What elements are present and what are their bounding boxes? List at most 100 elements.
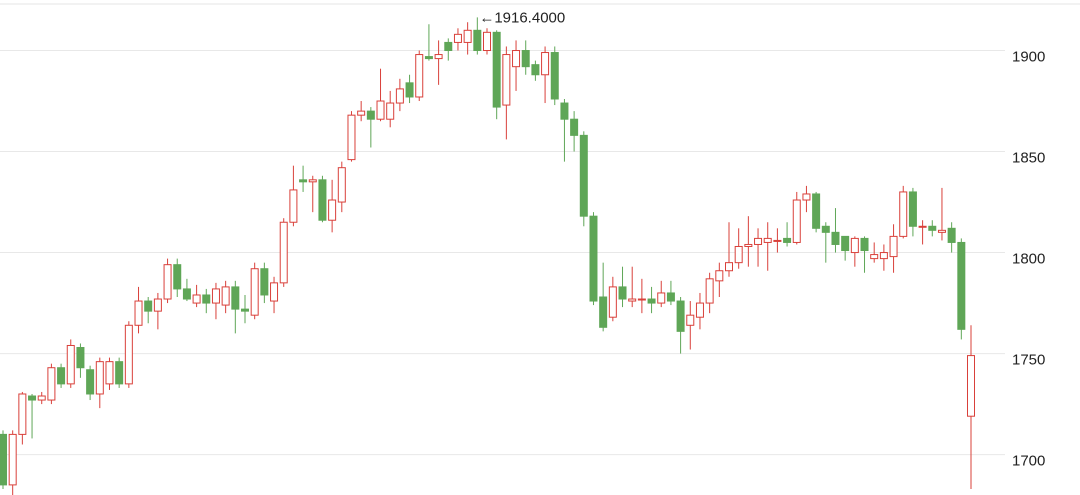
candle-body bbox=[270, 282, 279, 302]
candle-body bbox=[95, 361, 104, 395]
candle-body bbox=[773, 239, 782, 242]
candle-body bbox=[531, 64, 540, 76]
candle-body bbox=[744, 243, 753, 247]
candle-body bbox=[299, 179, 308, 183]
candle-body bbox=[686, 314, 695, 326]
candle-body bbox=[395, 88, 404, 104]
candle-body bbox=[647, 298, 656, 304]
candle-body bbox=[483, 31, 491, 52]
candle-body bbox=[115, 361, 124, 385]
candle-body bbox=[521, 50, 530, 68]
candle-body bbox=[918, 225, 927, 228]
candle-body bbox=[792, 199, 801, 243]
candle-body bbox=[512, 50, 521, 68]
candle-body bbox=[347, 114, 356, 161]
candle-body bbox=[618, 286, 627, 300]
candle-body bbox=[937, 229, 946, 233]
candle-body bbox=[444, 41, 453, 52]
candle-body bbox=[957, 241, 966, 330]
candle-body bbox=[386, 102, 395, 120]
candle-body bbox=[570, 118, 579, 136]
candle-body bbox=[637, 298, 646, 301]
candle-body bbox=[676, 300, 685, 332]
candle-body bbox=[18, 393, 27, 435]
candle-body bbox=[105, 361, 114, 385]
candle-body bbox=[831, 231, 840, 245]
candle-body bbox=[725, 262, 733, 272]
candle-body bbox=[124, 324, 133, 385]
candle-body bbox=[357, 110, 366, 116]
candle-body bbox=[589, 215, 598, 302]
candle-body bbox=[424, 56, 433, 60]
candle-body bbox=[492, 31, 501, 108]
candle-body bbox=[0, 433, 7, 486]
candle-body bbox=[754, 237, 763, 245]
candle-body bbox=[879, 252, 888, 260]
candle-body bbox=[405, 82, 414, 98]
y-tick-label: 1900 bbox=[1012, 48, 1045, 65]
candle-body bbox=[434, 54, 443, 60]
candle-body bbox=[328, 199, 337, 221]
candle-body bbox=[134, 300, 143, 326]
candle-body bbox=[541, 52, 550, 76]
high-annotation: ←1916.4000 bbox=[479, 9, 565, 26]
candle-body bbox=[211, 288, 220, 304]
candle-body bbox=[812, 193, 821, 229]
candle-body bbox=[153, 298, 162, 312]
candle-body bbox=[173, 264, 182, 290]
candle-body bbox=[850, 237, 859, 254]
candle-body bbox=[308, 179, 317, 183]
candle-body bbox=[202, 294, 211, 304]
candle-body bbox=[899, 191, 908, 237]
candle-body bbox=[608, 286, 617, 318]
candle-body bbox=[473, 29, 482, 52]
candle-body bbox=[860, 237, 869, 252]
candle-body bbox=[318, 179, 327, 221]
candle-body bbox=[763, 237, 772, 243]
candle-body bbox=[715, 270, 724, 282]
candle-body bbox=[947, 227, 956, 243]
candle-body bbox=[560, 102, 569, 120]
candle-body bbox=[241, 308, 249, 312]
candle-body bbox=[821, 225, 830, 233]
candle-body bbox=[734, 245, 743, 264]
y-tick-label: 1700 bbox=[1012, 453, 1045, 470]
candle-body bbox=[453, 33, 462, 43]
candle-body bbox=[182, 288, 191, 300]
y-tick-label: 1800 bbox=[1012, 251, 1045, 268]
candle-body bbox=[144, 300, 153, 312]
candle-body bbox=[695, 302, 704, 318]
candle-body bbox=[366, 110, 375, 120]
candle-body bbox=[250, 268, 259, 316]
candle-body bbox=[802, 193, 811, 201]
candle-body bbox=[415, 54, 424, 98]
candle-body bbox=[221, 286, 230, 306]
candle-body bbox=[928, 225, 937, 231]
candle-body bbox=[337, 167, 346, 203]
candle-body bbox=[76, 347, 85, 369]
candle-body bbox=[260, 268, 269, 296]
candle-body bbox=[86, 369, 95, 395]
y-tick-label: 1750 bbox=[1012, 352, 1045, 369]
candle-body bbox=[279, 221, 288, 284]
candle-body bbox=[628, 298, 637, 302]
candle-body bbox=[705, 278, 714, 304]
candle-body bbox=[163, 264, 172, 300]
candle-body bbox=[192, 294, 201, 304]
candle-body bbox=[550, 52, 559, 100]
candle-body bbox=[870, 254, 879, 260]
candle-body bbox=[783, 237, 792, 243]
y-tick-label: 1850 bbox=[1012, 149, 1045, 166]
candle-body bbox=[657, 292, 666, 304]
candle-body bbox=[463, 29, 472, 43]
candle-body bbox=[8, 433, 17, 486]
candle-body bbox=[599, 296, 608, 328]
candle-body bbox=[666, 292, 675, 302]
candle-body bbox=[579, 134, 588, 217]
candle-body bbox=[37, 395, 46, 401]
candle-body bbox=[841, 235, 850, 252]
candle-body bbox=[376, 100, 385, 120]
candle-body bbox=[908, 191, 917, 227]
candle-body bbox=[289, 189, 298, 223]
